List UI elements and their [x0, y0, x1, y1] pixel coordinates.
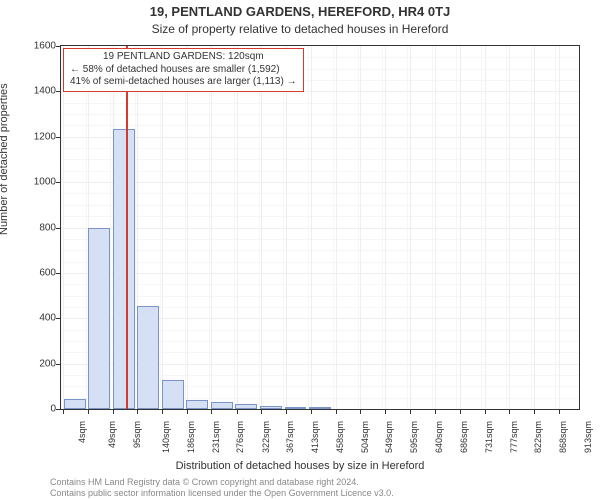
- x-tick-label: 595sqm: [409, 421, 419, 453]
- x-tick-label: 822sqm: [533, 421, 543, 453]
- y-tick-label: 1000: [34, 177, 56, 188]
- annotation-line-larger: 41% of semi-detached houses are larger (…: [70, 76, 297, 89]
- histogram-bar: [64, 399, 86, 409]
- y-tick-label: 1200: [34, 131, 56, 142]
- x-tick-label: 95sqm: [132, 421, 142, 448]
- property-marker-line: [126, 46, 128, 409]
- y-tick-label: 400: [39, 313, 56, 324]
- x-tick-label: 913sqm: [583, 421, 593, 453]
- x-tick-label: 49sqm: [107, 421, 117, 448]
- x-tick-label: 731sqm: [484, 421, 494, 453]
- plot-area: 19 PENTLAND GARDENS: 120sqm ← 58% of det…: [60, 45, 580, 410]
- x-tick-label: 549sqm: [384, 421, 394, 453]
- histogram-bar: [235, 404, 257, 409]
- histogram-bar: [162, 380, 184, 409]
- x-tick-label: 322sqm: [261, 421, 271, 453]
- y-tick-label: 1600: [34, 41, 56, 52]
- x-axis-label: Distribution of detached houses by size …: [0, 460, 600, 472]
- histogram-bar: [137, 306, 159, 409]
- x-tick-label: 686sqm: [459, 421, 469, 453]
- annotation-box: 19 PENTLAND GARDENS: 120sqm ← 58% of det…: [63, 48, 304, 92]
- footer-copyright-2: Contains public sector information licen…: [50, 488, 394, 498]
- x-tick-label: 186sqm: [186, 421, 196, 453]
- x-tick-label: 413sqm: [310, 421, 320, 453]
- histogram-bar: [285, 407, 307, 409]
- y-axis-label: Number of detached properties: [0, 83, 10, 235]
- x-tick-label: 140sqm: [161, 421, 171, 453]
- y-tick-label: 200: [39, 358, 56, 369]
- x-tick-label: 504sqm: [360, 421, 370, 453]
- x-tick-label: 4sqm: [77, 421, 87, 443]
- x-tick-label: 276sqm: [236, 421, 246, 453]
- chart-subtitle: Size of property relative to detached ho…: [0, 22, 600, 36]
- chart-title-address: 19, PENTLAND GARDENS, HEREFORD, HR4 0TJ: [0, 4, 600, 19]
- y-tick-label: 0: [50, 404, 56, 415]
- histogram-bar: [260, 406, 282, 409]
- histogram-bar: [211, 402, 233, 409]
- histogram-bar: [186, 400, 208, 409]
- footer-copyright-1: Contains HM Land Registry data © Crown c…: [50, 477, 359, 487]
- x-tick-label: 231sqm: [211, 421, 221, 453]
- y-tick-label: 800: [39, 222, 56, 233]
- histogram-bar: [113, 129, 135, 409]
- y-tick-label: 1400: [34, 86, 56, 97]
- x-tick-label: 367sqm: [285, 421, 295, 453]
- histogram-bar: [88, 228, 110, 410]
- annotation-line-property: 19 PENTLAND GARDENS: 120sqm: [70, 51, 297, 64]
- annotation-line-smaller: ← 58% of detached houses are smaller (1,…: [70, 64, 297, 77]
- histogram-bar: [309, 407, 331, 409]
- x-tick-label: 777sqm: [509, 421, 519, 453]
- x-tick-label: 868sqm: [558, 421, 568, 453]
- y-tick-label: 600: [39, 267, 56, 278]
- x-tick-label: 640sqm: [434, 421, 444, 453]
- x-tick-label: 458sqm: [335, 421, 345, 453]
